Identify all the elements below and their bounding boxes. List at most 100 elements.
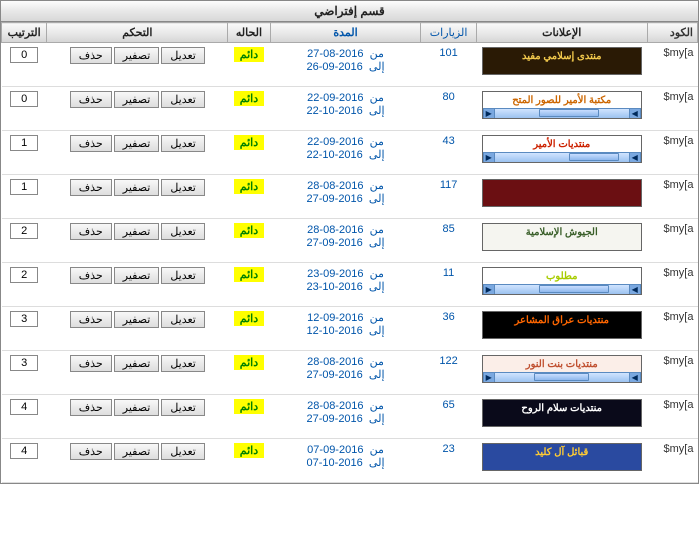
banner-text: الجيوش الإسلامية bbox=[483, 224, 641, 242]
ad-banner[interactable] bbox=[482, 179, 642, 207]
order-input[interactable] bbox=[10, 311, 38, 327]
edit-button[interactable]: تعديل bbox=[161, 223, 205, 240]
edit-button[interactable]: تعديل bbox=[161, 355, 205, 372]
reset-button[interactable]: تصفير bbox=[114, 135, 160, 152]
delete-button[interactable]: حذف bbox=[70, 443, 112, 460]
order-input[interactable] bbox=[10, 135, 38, 151]
order-input[interactable] bbox=[10, 267, 38, 283]
duration-cell: من 28-08-2016إلى 27-09-2016 bbox=[270, 219, 421, 263]
banner-text: قبائل آل كليد bbox=[483, 444, 641, 462]
ad-banner[interactable]: مكتبة الأمير للصور المتح◀▶ bbox=[482, 91, 642, 119]
ad-cell: منتديات سلام الروح bbox=[476, 395, 647, 439]
ad-banner[interactable]: منتدى إسلامي مفيد bbox=[482, 47, 642, 75]
ads-table: الكود الإعلانات الزيارات المدة الحاله ال… bbox=[1, 22, 698, 483]
order-input[interactable] bbox=[10, 91, 38, 107]
order-input[interactable] bbox=[10, 179, 38, 195]
delete-button[interactable]: حذف bbox=[70, 311, 112, 328]
delete-button[interactable]: حذف bbox=[70, 355, 112, 372]
from-date: 23-09-2016 bbox=[307, 268, 363, 280]
reset-button[interactable]: تصفير bbox=[114, 311, 160, 328]
to-label: إلى bbox=[369, 61, 385, 73]
scroll-right-icon[interactable]: ▶ bbox=[483, 373, 495, 383]
edit-button[interactable]: تعديل bbox=[161, 267, 205, 284]
ad-banner[interactable]: قبائل آل كليد bbox=[482, 443, 642, 471]
delete-button[interactable]: حذف bbox=[70, 135, 112, 152]
banner-scrollbar[interactable]: ◀▶ bbox=[483, 152, 641, 162]
order-cell bbox=[2, 87, 47, 131]
delete-button[interactable]: حذف bbox=[70, 179, 112, 196]
order-cell bbox=[2, 395, 47, 439]
reset-button[interactable]: تصفير bbox=[114, 355, 160, 372]
status-cell: دائم bbox=[228, 131, 270, 175]
order-cell bbox=[2, 307, 47, 351]
ad-banner[interactable]: الجيوش الإسلامية bbox=[482, 223, 642, 251]
table-row: $my[aمنتديات بنت النور◀▶122من 28-08-2016… bbox=[2, 351, 698, 395]
reset-button[interactable]: تصفير bbox=[114, 179, 160, 196]
edit-button[interactable]: تعديل bbox=[161, 311, 205, 328]
ad-banner[interactable]: منتديات عراق المشاعر bbox=[482, 311, 642, 339]
delete-button[interactable]: حذف bbox=[70, 91, 112, 108]
order-input[interactable] bbox=[10, 443, 38, 459]
scroll-left-icon[interactable]: ◀ bbox=[629, 373, 641, 383]
code-cell: $my[a bbox=[647, 395, 697, 439]
scroll-thumb[interactable] bbox=[569, 153, 619, 161]
from-date: 27-08-2016 bbox=[307, 48, 363, 60]
scroll-left-icon[interactable]: ◀ bbox=[629, 285, 641, 295]
reset-button[interactable]: تصفير bbox=[114, 267, 160, 284]
scroll-left-icon[interactable]: ◀ bbox=[629, 109, 641, 119]
order-cell bbox=[2, 175, 47, 219]
delete-button[interactable]: حذف bbox=[70, 399, 112, 416]
banner-scrollbar[interactable]: ◀▶ bbox=[483, 108, 641, 118]
edit-button[interactable]: تعديل bbox=[161, 443, 205, 460]
delete-button[interactable]: حذف bbox=[70, 47, 112, 64]
ad-banner[interactable]: منتديات بنت النور◀▶ bbox=[482, 355, 642, 383]
ad-banner[interactable]: منتديات الأمير◀▶ bbox=[482, 135, 642, 163]
from-date: 12-09-2016 bbox=[307, 312, 363, 324]
order-cell bbox=[2, 263, 47, 307]
control-cell: تعديلتصفيرحذف bbox=[47, 307, 228, 351]
control-cell: تعديلتصفيرحذف bbox=[47, 219, 228, 263]
scroll-thumb[interactable] bbox=[539, 109, 599, 117]
from-label: من bbox=[370, 356, 384, 368]
delete-button[interactable]: حذف bbox=[70, 223, 112, 240]
delete-button[interactable]: حذف bbox=[70, 267, 112, 284]
reset-button[interactable]: تصفير bbox=[114, 47, 160, 64]
edit-button[interactable]: تعديل bbox=[161, 179, 205, 196]
scroll-right-icon[interactable]: ▶ bbox=[483, 285, 495, 295]
ad-banner[interactable]: منتديات سلام الروح bbox=[482, 399, 642, 427]
status-cell: دائم bbox=[228, 175, 270, 219]
edit-button[interactable]: تعديل bbox=[161, 91, 205, 108]
banner-scrollbar[interactable]: ◀▶ bbox=[483, 372, 641, 382]
ad-banner[interactable]: مطلوب◀▶ bbox=[482, 267, 642, 295]
order-cell bbox=[2, 439, 47, 483]
edit-button[interactable]: تعديل bbox=[161, 135, 205, 152]
control-cell: تعديلتصفيرحذف bbox=[47, 263, 228, 307]
order-input[interactable] bbox=[10, 355, 38, 371]
edit-button[interactable]: تعديل bbox=[161, 399, 205, 416]
to-date: 27-09-2016 bbox=[307, 237, 363, 249]
scroll-right-icon[interactable]: ▶ bbox=[483, 109, 495, 119]
banner-scrollbar[interactable]: ◀▶ bbox=[483, 284, 641, 294]
reset-button[interactable]: تصفير bbox=[114, 399, 160, 416]
reset-button[interactable]: تصفير bbox=[114, 443, 160, 460]
edit-button[interactable]: تعديل bbox=[161, 47, 205, 64]
scroll-left-icon[interactable]: ◀ bbox=[629, 153, 641, 163]
visits-cell: 101 bbox=[421, 43, 476, 87]
ad-cell: منتديات بنت النور◀▶ bbox=[476, 351, 647, 395]
duration-cell: من 28-08-2016إلى 27-09-2016 bbox=[270, 351, 421, 395]
order-input[interactable] bbox=[10, 223, 38, 239]
scroll-thumb[interactable] bbox=[539, 285, 609, 293]
reset-button[interactable]: تصفير bbox=[114, 91, 160, 108]
code-cell: $my[a bbox=[647, 131, 697, 175]
scroll-right-icon[interactable]: ▶ bbox=[483, 153, 495, 163]
th-visits: الزيارات bbox=[421, 23, 476, 43]
status-badge: دائم bbox=[234, 399, 264, 414]
status-badge: دائم bbox=[234, 223, 264, 238]
reset-button[interactable]: تصفير bbox=[114, 223, 160, 240]
code-cell: $my[a bbox=[647, 263, 697, 307]
scroll-thumb[interactable] bbox=[534, 373, 589, 381]
code-cell: $my[a bbox=[647, 439, 697, 483]
order-input[interactable] bbox=[10, 47, 38, 63]
order-input[interactable] bbox=[10, 399, 38, 415]
order-cell bbox=[2, 131, 47, 175]
